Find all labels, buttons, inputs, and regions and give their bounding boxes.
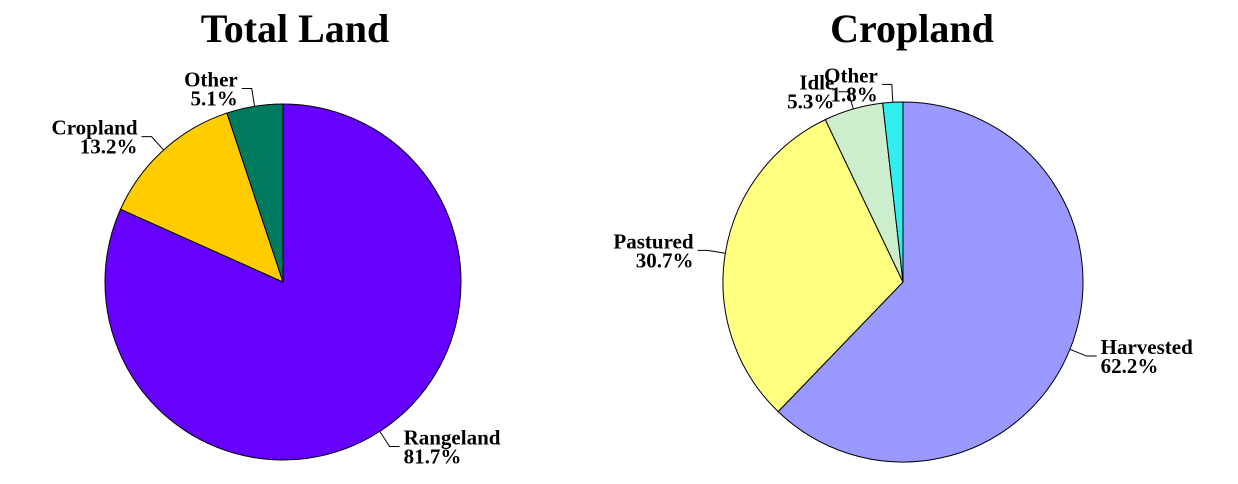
slice-label: Idle — [799, 71, 834, 95]
slice-value: 5.3% — [787, 90, 834, 114]
chart-title: Cropland — [830, 6, 994, 51]
slice-label: Pastured — [613, 229, 693, 253]
leader-line — [241, 88, 256, 107]
slice-value: 13.2% — [80, 135, 138, 159]
leader-line — [838, 91, 854, 110]
slice-value: 81.7% — [404, 444, 462, 468]
slice-value: 30.7% — [636, 248, 694, 272]
leader-line — [1069, 348, 1097, 357]
slice-label: Cropland — [52, 116, 138, 140]
leader-line — [379, 431, 400, 447]
leader-line — [697, 249, 726, 254]
leader-line — [881, 83, 894, 103]
slice-label: Harvested — [1101, 335, 1193, 359]
slice-value: 5.1% — [190, 87, 237, 111]
pie-slice — [882, 101, 904, 283]
slice-label: Other — [824, 63, 878, 87]
slice-label: Rangeland — [404, 425, 501, 449]
slice-value: 1.8% — [831, 82, 878, 106]
slice-value: 62.2% — [1101, 354, 1159, 378]
pie-slice — [777, 101, 1084, 463]
leader-line — [141, 136, 164, 151]
slice-label: Other — [184, 68, 238, 92]
chart-title: Total Land — [201, 6, 390, 51]
